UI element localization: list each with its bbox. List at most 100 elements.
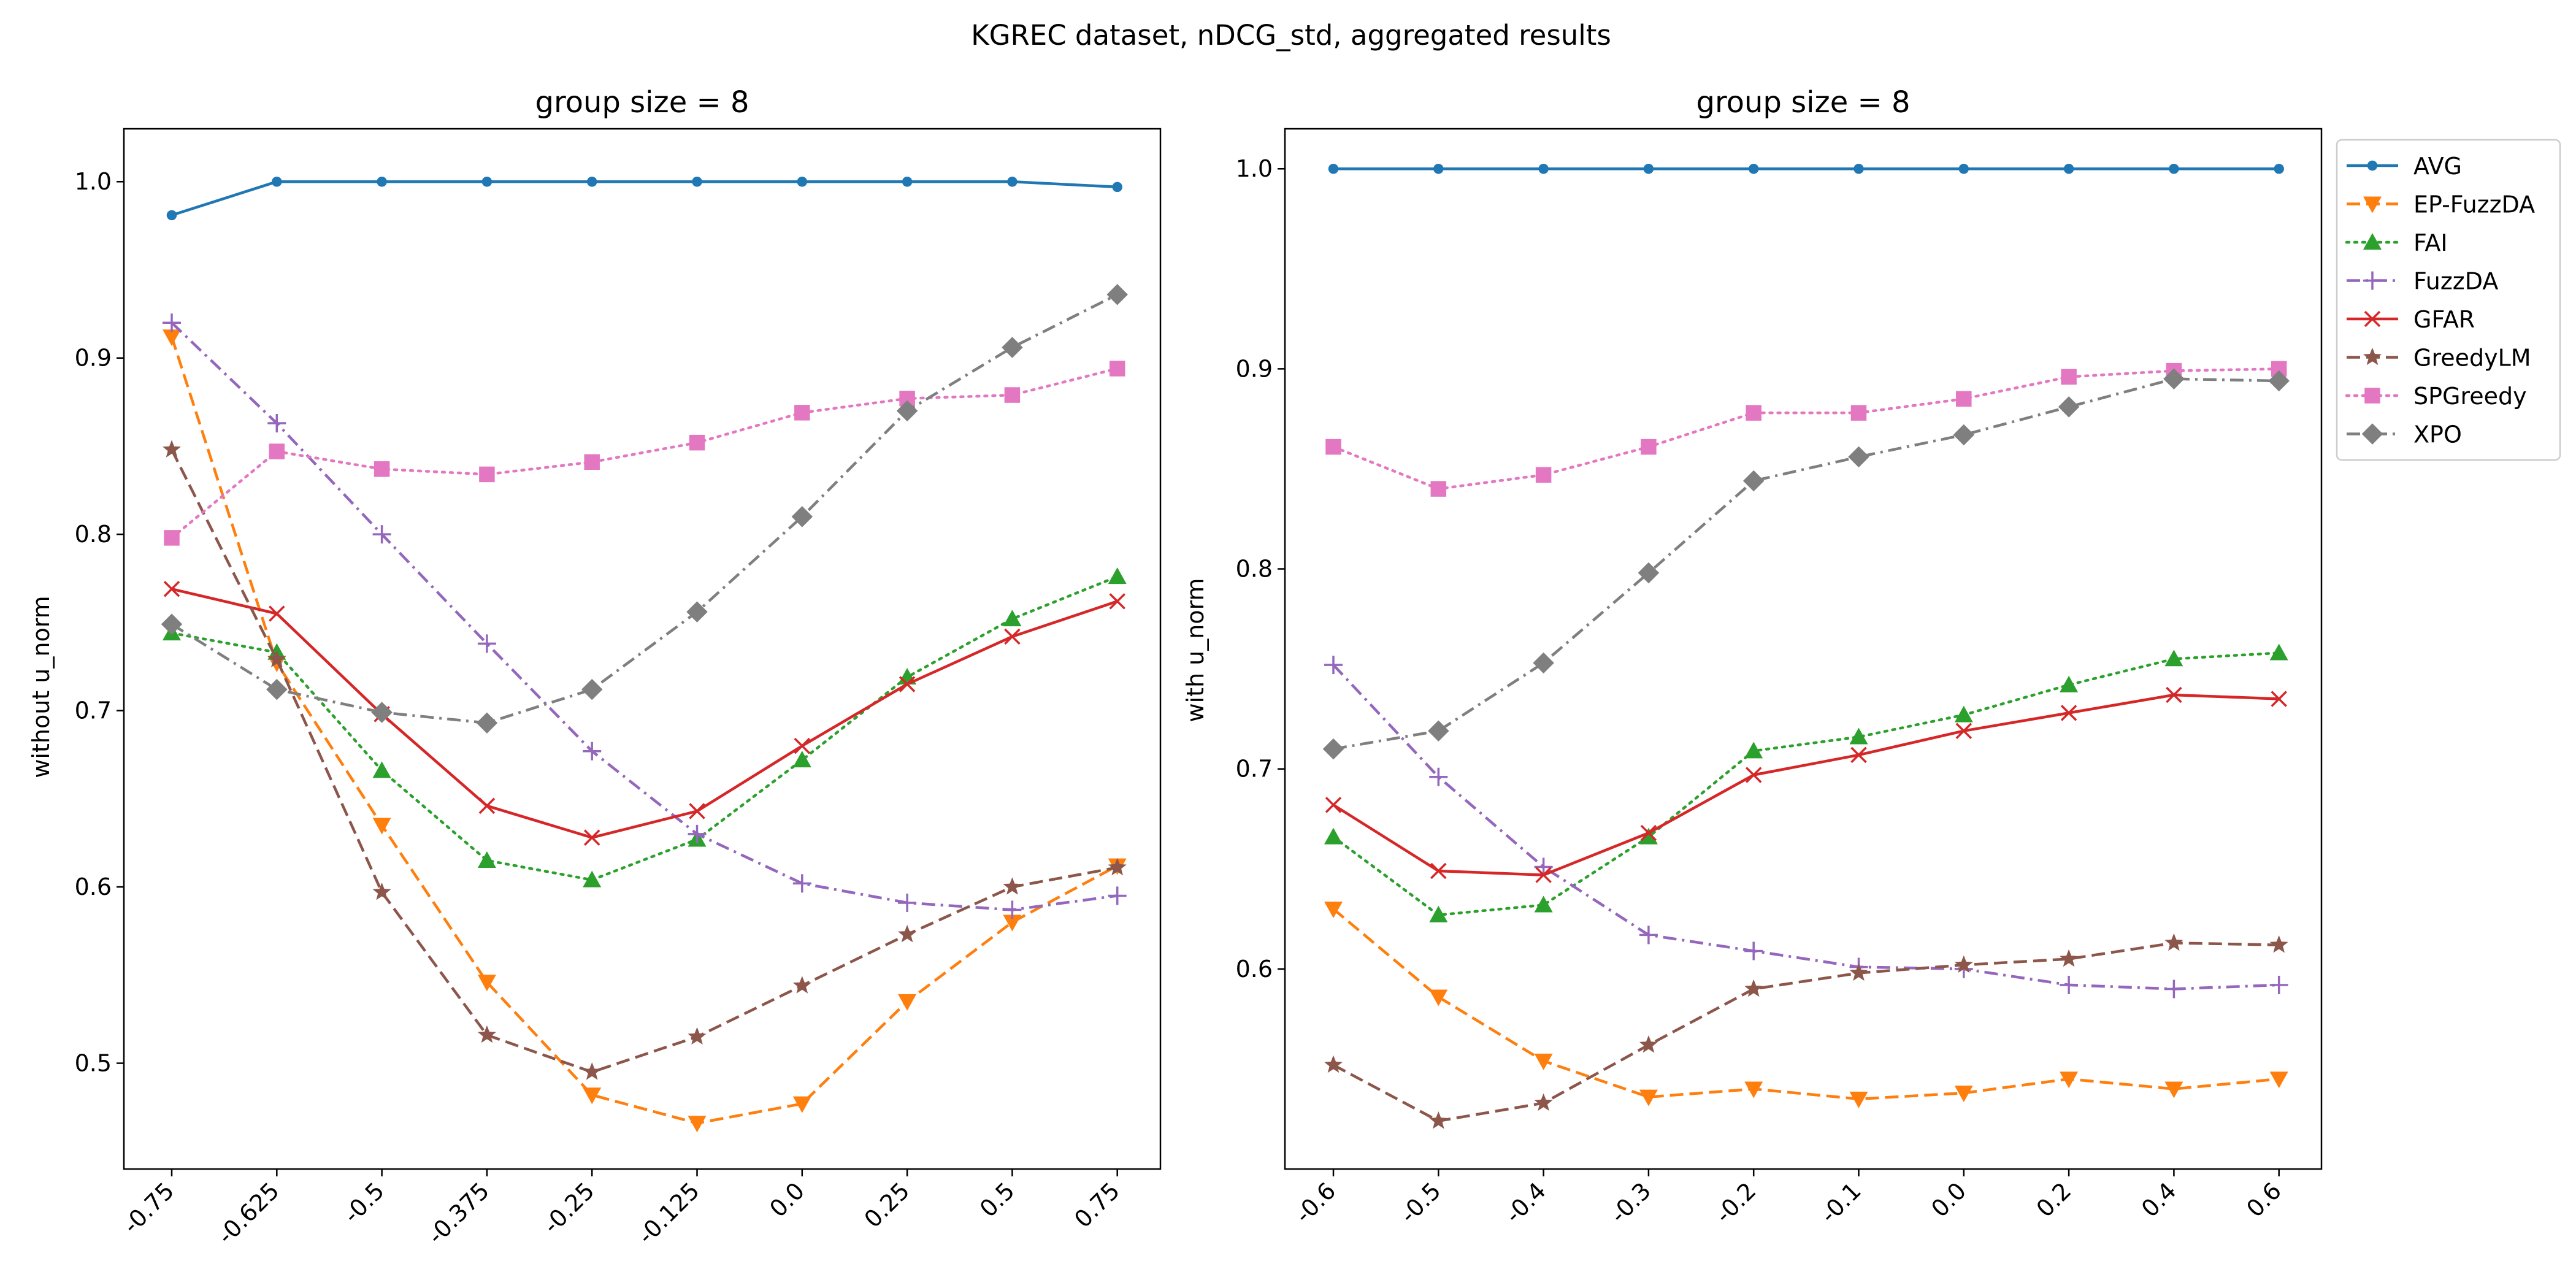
data-point-xpo [2268,370,2290,392]
data-point-fuzzda [583,742,602,761]
data-point-fuzzda [792,874,811,893]
data-point-greedylm [1954,955,1973,973]
data-point-fuzzda [1108,886,1127,905]
data-point-xpo [2163,368,2185,389]
data-point-gfar [1640,824,1657,841]
data-point-xpo [161,613,183,635]
data-point-ep-fuzzda [1324,902,1343,918]
left-panel-title: group size = 8 [535,85,749,120]
legend-marker [2363,347,2382,366]
series-xpo [161,283,1128,734]
data-point-ep-fuzzda [2164,1081,2183,1098]
data-point-spgreedy [269,443,285,459]
data-point-fai [2269,643,2288,661]
data-point-ep-fuzzda [1003,914,1022,932]
data-point-xpo [1953,424,1975,446]
y-tick-label: 0.7 [1236,756,1273,783]
data-point-fai [583,870,602,887]
data-point-avg [797,176,808,187]
data-point-gfar [583,829,600,846]
data-point-greedylm [2269,935,2288,953]
data-point-spgreedy [1535,467,1552,483]
data-point-fuzzda [477,634,496,653]
y-tick-label: 1.0 [75,168,112,195]
data-point-fai [2060,675,2079,692]
series-line-fuzzda [171,321,1117,911]
left-panel-ylabel: without u_norm [28,596,55,778]
right-plot-area: 0.6 0.7 0.8 0.9 1.0 -0.6 -0.5 -0.4 -0.3 -0.2 -0.1 0… [1236,155,2290,1229]
data-point-fai [477,851,496,868]
data-point-greedylm [2164,933,2183,951]
y-tick-label: 0.5 [75,1050,112,1077]
series-ep-fuzzda [1324,902,2288,1108]
data-point-xpo [371,702,393,723]
series-greedylm [163,440,1127,1080]
legend-marker [2364,310,2381,328]
series-line-gfar [1332,693,2279,876]
data-point-fai [1003,610,1022,627]
x-tick-label: -0.2 [1710,1177,1761,1229]
data-point-ep-fuzzda [372,818,391,835]
x-tick-label: -0.1 [1815,1177,1866,1229]
data-point-gfar [1004,628,1021,645]
data-point-ep-fuzzda [1954,1086,1973,1103]
legend-marker [2361,423,2383,445]
data-point-xpo [2058,396,2080,418]
data-point-greedylm [1639,1035,1658,1053]
legend-box [2336,139,2561,461]
data-point-gfar [689,803,705,819]
data-point-gfar [1955,723,1972,739]
data-point-gfar [794,737,811,754]
data-point-greedylm [477,1025,496,1043]
data-point-fuzzda [1639,926,1658,945]
legend-item-gfar: GFAR [2347,306,2475,333]
series-ep-fuzzda [163,329,1127,1133]
data-point-gfar [2060,705,2077,721]
data-point-avg [692,176,702,187]
legend-item-spgreedy: SPGreedy [2345,383,2527,410]
data-point-greedylm [792,976,811,994]
series-greedylm [1324,933,2288,1129]
legend-item-fai: FAI [2345,229,2448,256]
data-point-gfar [2271,691,2287,707]
data-point-fuzzda [1534,857,1553,876]
data-point-avg [1433,163,1444,174]
data-point-ep-fuzzda [1534,1053,1553,1070]
data-point-ep-fuzzda [2060,1071,2079,1089]
data-point-fai [1534,895,1553,913]
data-point-xpo [1106,283,1128,305]
data-point-ep-fuzzda [1429,989,1448,1006]
right-panel-ylabel: with u_norm [1182,578,1209,722]
series-line-fai [1332,651,2280,917]
series-xpo [1322,368,2290,760]
data-point-greedylm [898,924,917,943]
data-point-greedylm [1003,877,1022,895]
data-point-greedylm [163,440,181,458]
legend-label: GreedyLM [2413,345,2531,372]
series-line-spgreedy [1332,367,2280,491]
legend-label: XPO [2413,421,2462,448]
x-tick-label: -0.75 [118,1177,180,1239]
legend-marker [2363,233,2382,250]
series-line-ep-fuzzda [170,336,1118,1125]
data-point-fuzzda [267,414,286,433]
left-panel: group size = 8 without u_norm 0.5 0.6 0.7 0… [28,85,1162,1249]
data-point-ep-fuzzda [583,1087,602,1105]
data-point-greedylm [1849,963,1868,981]
right-panel: group size = 8 with u_norm 0.6 0.7 0.8 0.9 1… [1182,85,2323,1229]
data-point-spgreedy [2061,369,2077,385]
data-point-xpo [791,506,813,527]
data-point-avg [377,176,387,187]
data-point-avg [272,176,282,187]
data-point-avg [1007,176,1018,187]
right-panel-title: group size = 8 [1696,85,1910,120]
legend-item-avg: AVG [2347,153,2462,180]
data-point-avg [2274,163,2284,174]
data-point-fuzzda [2269,975,2288,994]
data-point-greedylm [372,882,391,900]
data-point-spgreedy [1746,405,1761,421]
series-spgreedy [1325,361,2287,497]
data-point-ep-fuzzda [792,1096,811,1113]
data-point-xpo [1428,720,1449,742]
series-fuzzda [163,313,1127,919]
